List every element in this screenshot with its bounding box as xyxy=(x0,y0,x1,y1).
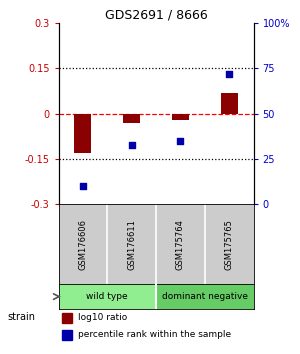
Text: strain: strain xyxy=(8,312,35,322)
Bar xyxy=(74,114,92,153)
Text: log10 ratio: log10 ratio xyxy=(78,313,127,322)
Text: GSM175764: GSM175764 xyxy=(176,219,185,270)
Text: GSM175765: GSM175765 xyxy=(225,219,234,270)
Point xyxy=(129,142,134,147)
Text: dominant negative: dominant negative xyxy=(162,292,248,301)
Text: percentile rank within the sample: percentile rank within the sample xyxy=(78,330,231,339)
Title: GDS2691 / 8666: GDS2691 / 8666 xyxy=(105,9,207,22)
Bar xyxy=(123,114,140,123)
Text: GSM176611: GSM176611 xyxy=(127,219,136,270)
FancyBboxPatch shape xyxy=(58,284,156,309)
Bar xyxy=(62,313,72,323)
Text: GSM176606: GSM176606 xyxy=(78,219,87,270)
Bar xyxy=(220,92,238,114)
Point xyxy=(227,71,232,77)
Point xyxy=(178,138,183,144)
Point xyxy=(80,183,85,189)
FancyBboxPatch shape xyxy=(156,284,254,309)
Text: wild type: wild type xyxy=(86,292,128,301)
Bar xyxy=(172,114,189,120)
Bar xyxy=(62,330,72,340)
